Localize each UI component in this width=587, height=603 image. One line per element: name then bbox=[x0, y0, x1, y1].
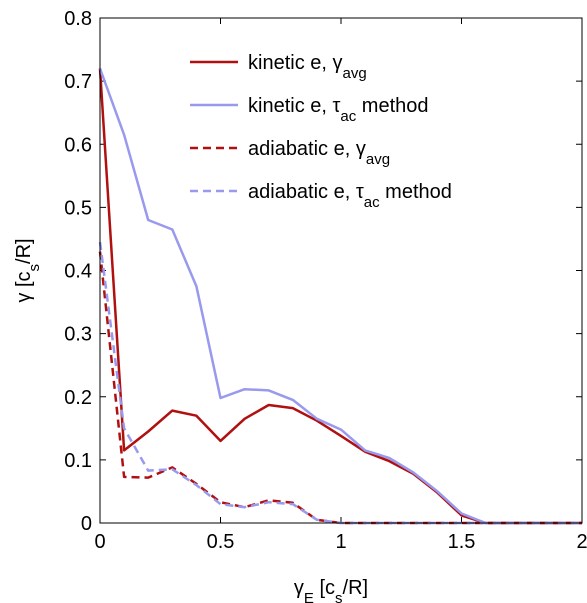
x-tick-label: 0.5 bbox=[207, 531, 235, 553]
y-tick-label: 0.4 bbox=[64, 261, 92, 283]
y-tick-label: 0 bbox=[81, 513, 92, 535]
x-tick-label: 1 bbox=[335, 531, 346, 553]
y-tick-label: 0.2 bbox=[64, 387, 92, 409]
legend-label-part: adiabatic e, τ bbox=[248, 181, 364, 203]
y-axis-label-part: /R] bbox=[13, 238, 35, 264]
legend-label: adiabatic e, τac method bbox=[248, 181, 452, 211]
x-axis-label-part: E bbox=[304, 590, 314, 603]
legend-label-part: method bbox=[380, 181, 452, 203]
legend-label-part: avg bbox=[342, 65, 366, 82]
series-line bbox=[98, 241, 582, 525]
x-axis-label-part: γ bbox=[294, 577, 304, 599]
x-tick-label: 1.5 bbox=[448, 531, 476, 553]
y-axis-label-part: γ [c bbox=[13, 271, 35, 302]
legend-label-part: method bbox=[356, 95, 428, 117]
series-line bbox=[98, 251, 582, 525]
y-tick-label: 0.3 bbox=[64, 324, 92, 346]
legend-label-part: ac bbox=[340, 108, 356, 125]
plot-frame bbox=[99, 17, 583, 524]
y-tick-label: 0.6 bbox=[64, 134, 92, 156]
y-tick-label: 0.1 bbox=[64, 450, 92, 472]
legend-label-part: adiabatic e, γ bbox=[248, 138, 366, 160]
x-axis-label-part: s bbox=[335, 590, 343, 603]
series-line bbox=[98, 68, 582, 525]
legend-label-part: avg bbox=[366, 151, 390, 168]
legend-label: kinetic e, γavg bbox=[248, 52, 367, 82]
x-axis-label-part: [c bbox=[314, 577, 335, 599]
y-tick-label: 0.5 bbox=[64, 197, 92, 219]
x-axis-label-part: /R] bbox=[343, 577, 369, 599]
y-tick-label: 0.8 bbox=[64, 8, 92, 30]
legend-label-part: kinetic e, γ bbox=[248, 52, 342, 74]
x-axis-label: γE [cs/R] bbox=[294, 577, 368, 603]
x-tick-label: 0 bbox=[94, 531, 105, 553]
x-tick-label: 2 bbox=[576, 531, 587, 553]
y-axis-label-part: s bbox=[26, 264, 43, 272]
legend-label-part: kinetic e, τ bbox=[248, 95, 340, 117]
y-tick-label: 0.7 bbox=[64, 71, 92, 93]
legend-label: adiabatic e, γavg bbox=[248, 138, 390, 168]
legend-label: kinetic e, τac method bbox=[248, 95, 429, 125]
legend-label-part: ac bbox=[364, 194, 380, 211]
y-axis-label: γ [cs/R] bbox=[13, 238, 43, 302]
series-line bbox=[98, 68, 582, 525]
